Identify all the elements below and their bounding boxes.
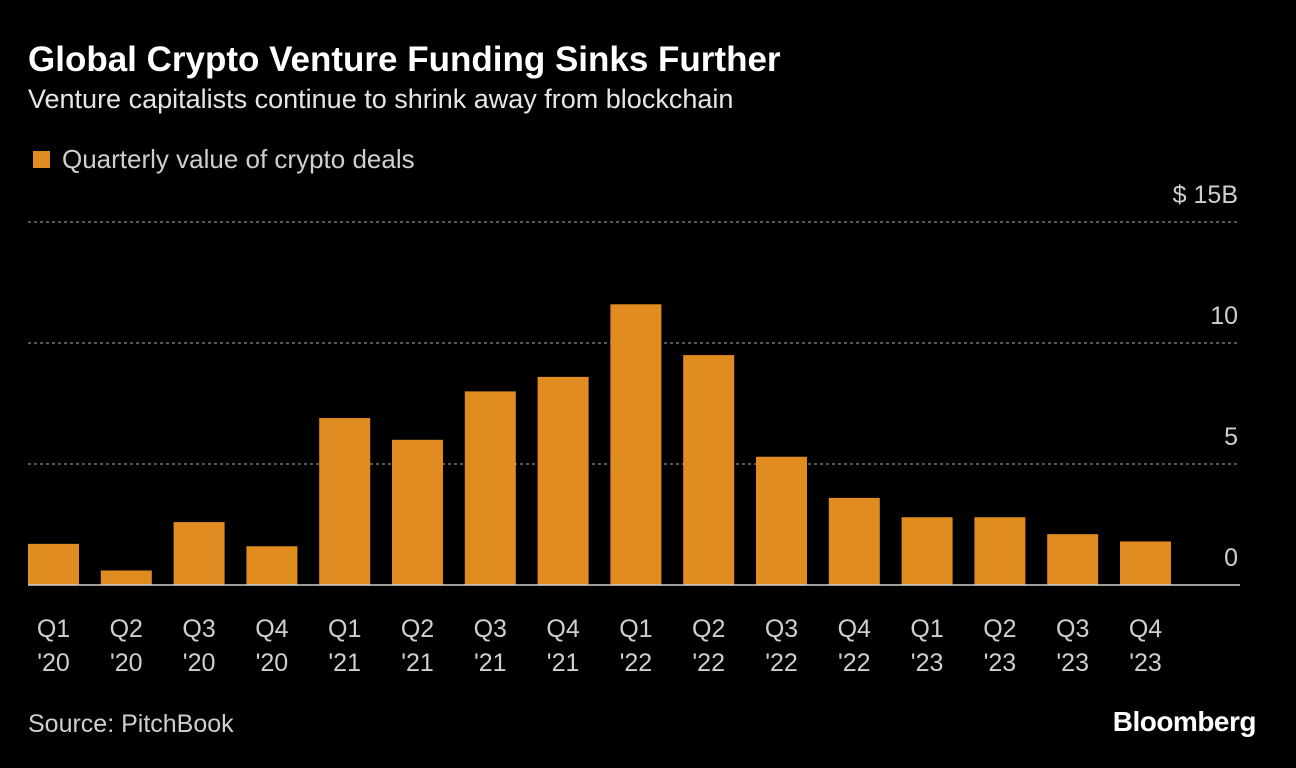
legend-swatch: [33, 151, 50, 168]
x-tick-label: Q1: [37, 615, 70, 643]
x-tick-label: '21: [547, 649, 580, 677]
x-tick-label: '22: [692, 649, 725, 677]
x-tick-label: '21: [474, 649, 507, 677]
x-tick-label: '23: [1056, 649, 1089, 677]
x-tick-label: '22: [765, 649, 798, 677]
y-tick-label: 10: [1210, 302, 1238, 330]
bar: [537, 376, 589, 585]
x-tick-label: '22: [620, 649, 653, 677]
y-tick-label: 5: [1224, 423, 1238, 451]
x-tick-label: Q1: [910, 615, 943, 643]
y-tick-label: 0: [1224, 544, 1238, 572]
x-tick-label: Q2: [401, 615, 434, 643]
bar: [100, 570, 152, 585]
bar: [173, 522, 225, 585]
x-tick-label: '20: [110, 649, 143, 677]
x-tick-label: Q3: [1056, 615, 1089, 643]
bar: [392, 439, 443, 585]
x-tick-label: Q2: [983, 615, 1016, 643]
x-tick-label: Q1: [328, 615, 361, 643]
x-tick-label: '20: [183, 649, 216, 677]
x-tick-label: '21: [401, 649, 434, 677]
x-tick-label: Q4: [838, 615, 871, 643]
bar: [246, 546, 298, 585]
x-tick-label: Q3: [765, 615, 798, 643]
legend-label: Quarterly value of crypto deals: [62, 144, 415, 174]
x-tick-label: '22: [838, 649, 871, 677]
x-tick-label: Q1: [619, 615, 652, 643]
legend: Quarterly value of crypto deals: [33, 144, 415, 175]
bar: [610, 304, 662, 585]
bar: [464, 391, 516, 585]
x-tick-label: '20: [37, 649, 70, 677]
x-tick-label: Q2: [692, 615, 725, 643]
x-tick-label: Q2: [110, 615, 143, 643]
x-tick-label: Q4: [1129, 615, 1162, 643]
x-tick-label: '23: [1129, 649, 1162, 677]
x-tick-label: '23: [984, 649, 1017, 677]
bar: [683, 355, 735, 585]
chart-title: Global Crypto Venture Funding Sinks Furt…: [28, 40, 781, 79]
bar: [28, 543, 79, 585]
x-tick-label: '23: [911, 649, 944, 677]
bar: [828, 497, 880, 585]
bar: [1120, 541, 1171, 585]
bloomberg-logo: Bloomberg: [1112, 706, 1257, 737]
bar: [1047, 534, 1099, 585]
y-tick-label: $ 15B: [1173, 181, 1238, 209]
chart-subtitle: Venture capitalists continue to shrink a…: [28, 84, 734, 114]
x-tick-label: Q3: [182, 615, 215, 643]
bar: [901, 517, 953, 585]
bar: [319, 418, 371, 585]
x-tick-label: Q4: [546, 615, 579, 643]
bar: [974, 517, 1026, 585]
bar: [756, 456, 807, 585]
x-tick-label: '20: [256, 649, 289, 677]
x-tick-label: '21: [328, 649, 361, 677]
x-tick-label: Q4: [255, 615, 288, 643]
source-note: Source: PitchBook: [28, 710, 234, 738]
x-tick-label: Q3: [474, 615, 507, 643]
